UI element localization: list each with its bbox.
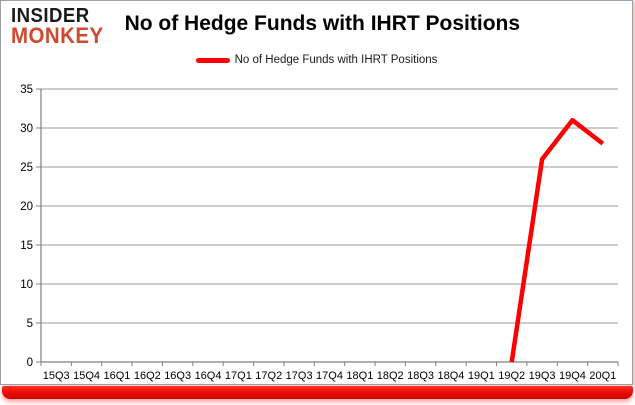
logo-line-monkey: MONKEY xyxy=(11,22,104,48)
chart-card-body: INSIDER MONKEY No of Hedge Funds with IH… xyxy=(0,0,633,385)
x-axis-label: 20Q1 xyxy=(589,370,616,382)
x-axis-label: 18Q3 xyxy=(407,370,434,382)
x-axis-label: 16Q2 xyxy=(134,370,161,382)
x-axis-label: 17Q1 xyxy=(225,370,252,382)
logo-line-insider: INSIDER xyxy=(11,5,90,27)
x-axis-label: 17Q4 xyxy=(316,370,343,382)
x-axis-label: 16Q4 xyxy=(195,370,222,382)
x-axis-label: 16Q3 xyxy=(164,370,191,382)
bottom-accent-bar xyxy=(2,386,633,399)
y-axis-label: 5 xyxy=(27,318,33,330)
x-axis-label: 19Q1 xyxy=(468,370,495,382)
x-axis-label: 15Q4 xyxy=(73,370,100,382)
x-axis-label: 17Q2 xyxy=(255,370,282,382)
x-axis-label: 15Q3 xyxy=(43,370,70,382)
y-axis-label: 0 xyxy=(27,357,33,369)
x-axis-label: 18Q4 xyxy=(438,370,465,382)
legend-line-swatch xyxy=(195,57,230,63)
y-axis-label: 25 xyxy=(20,162,33,174)
y-axis-label: 20 xyxy=(20,201,33,213)
y-axis-label: 35 xyxy=(20,84,33,96)
y-axis-label: 30 xyxy=(20,123,33,135)
y-axis-label: 10 xyxy=(20,279,33,291)
chart-title: No of Hedge Funds with IHRT Positions xyxy=(124,12,521,35)
x-axis-label: 19Q4 xyxy=(559,370,586,382)
insider-monkey-logo: INSIDER MONKEY xyxy=(11,5,104,48)
x-axis-label: 18Q1 xyxy=(346,370,373,382)
legend-label: No of Hedge Funds with IHRT Positions xyxy=(234,54,438,66)
x-axis-label: 18Q2 xyxy=(377,370,404,382)
x-axis-label: 17Q3 xyxy=(286,370,313,382)
chart-header: INSIDER MONKEY No of Hedge Funds with IH… xyxy=(11,5,521,48)
y-axis-label: 15 xyxy=(20,240,33,252)
x-axis-label: 16Q1 xyxy=(103,370,130,382)
x-axis-label: 19Q3 xyxy=(529,370,556,382)
x-axis-label: 19Q2 xyxy=(498,370,525,382)
chart-legend: No of Hedge Funds with IHRT Positions xyxy=(1,54,632,66)
series-line xyxy=(509,117,605,363)
